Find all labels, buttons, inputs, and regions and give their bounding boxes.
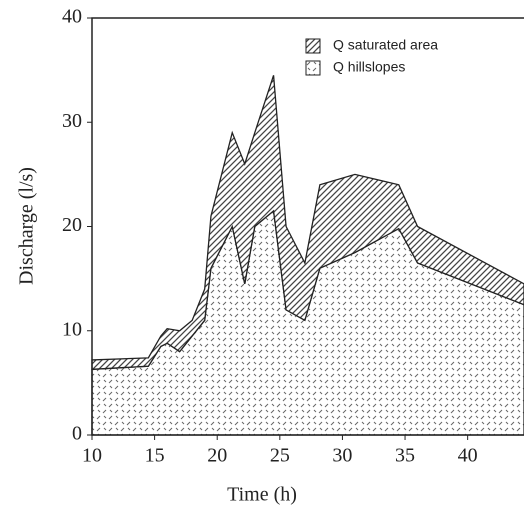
legend-swatch xyxy=(305,38,321,54)
area xyxy=(91,75,524,371)
x-tick-label: 10 xyxy=(82,445,102,467)
x-tick-label: 40 xyxy=(458,445,478,467)
x-tick-label: 25 xyxy=(270,445,290,467)
legend-swatch xyxy=(305,60,321,76)
x-axis-label: Time (h) xyxy=(227,484,297,506)
y-tick-label: 10 xyxy=(62,318,82,340)
y-tick-label: 20 xyxy=(62,214,82,236)
legend-label: Q saturated area xyxy=(333,37,438,53)
y-axis-label: Discharge (l/s) xyxy=(16,167,38,285)
x-tick-label: 15 xyxy=(145,445,165,467)
y-tick-label: 30 xyxy=(62,110,82,132)
y-tick-label: 0 xyxy=(72,423,82,445)
x-tick-label: 35 xyxy=(395,445,415,467)
x-tick-label: 20 xyxy=(207,445,227,467)
x-tick-label: 30 xyxy=(332,445,352,467)
y-tick-label: 40 xyxy=(62,6,82,28)
legend-label: Q hillslopes xyxy=(333,59,405,75)
